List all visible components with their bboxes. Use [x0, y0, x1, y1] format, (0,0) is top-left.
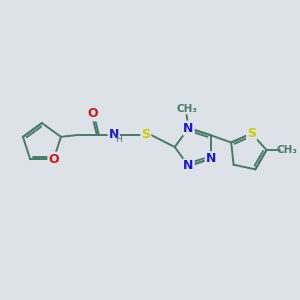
Text: H: H	[116, 135, 122, 144]
Text: S: S	[141, 128, 150, 141]
Text: N: N	[109, 128, 119, 141]
Text: CH₃: CH₃	[176, 104, 197, 114]
Text: N: N	[206, 152, 216, 165]
Text: N: N	[183, 122, 194, 134]
Text: N: N	[183, 160, 194, 172]
Text: O: O	[88, 107, 98, 120]
Text: O: O	[48, 153, 59, 166]
Text: CH₃: CH₃	[277, 145, 298, 155]
Text: S: S	[247, 127, 256, 140]
